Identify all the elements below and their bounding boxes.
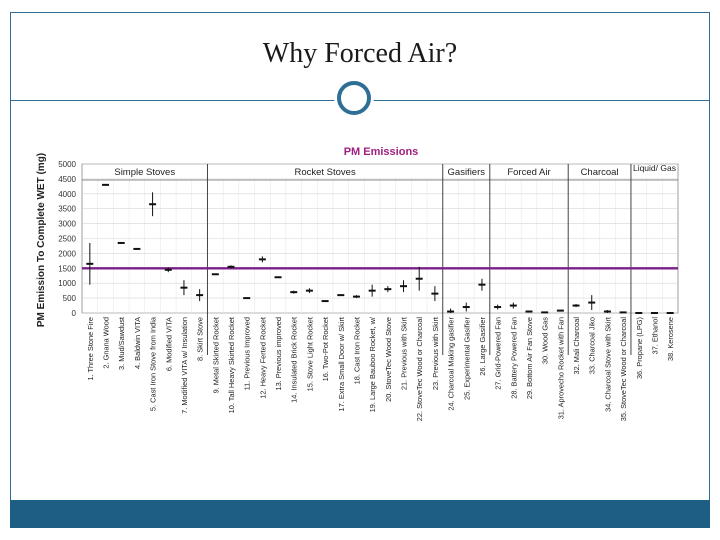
x-tick-label: 28. Battery Powered Fan — [509, 317, 518, 399]
x-tick-label: 2. Gnana Wood — [102, 317, 111, 369]
pm-emissions-chart: PM Emissions PM Emission To Complete WET… — [36, 146, 679, 422]
x-tick-label: 36. Propane (LPG) — [635, 317, 644, 379]
y-tick-label: 1000 — [58, 279, 76, 288]
x-tick-label: 29. Bottom Air Fan Stove — [525, 317, 534, 399]
x-tick-label: 23. Previous with Skirt — [431, 317, 440, 390]
x-tick-label: 32. Mali Charcoal — [572, 317, 581, 375]
x-tick-label: 27. Grid-Powered Fan — [494, 317, 503, 390]
y-tick-label: 2000 — [58, 249, 76, 258]
x-tick-label: 12. Heavy Ferted Rocket — [258, 317, 267, 399]
x-tick-label: 6. Modified VITA — [164, 317, 173, 371]
x-tick-label: 33. Charcoal Jiko — [588, 317, 597, 374]
x-tick-label: 19. Large Bauboo Rocket, w/ — [368, 316, 377, 412]
x-tick-label: 38. Kerosene — [666, 317, 675, 361]
x-tick-label: 21. Previous with Skirt — [400, 317, 409, 390]
x-tick-label: 8. Skirt Stove — [196, 317, 205, 361]
y-tick-label: 4000 — [58, 190, 76, 199]
x-tick-label: 17. Extra Small Door w/ Skirt — [337, 317, 346, 411]
x-tick-label: 7. Modified VITA w/ Insulation — [180, 317, 189, 414]
y-tick-label: 3000 — [58, 220, 76, 229]
group-label: Simple Stoves — [114, 167, 175, 178]
y-tick-label: 1500 — [58, 264, 76, 273]
y-tick-label: 500 — [63, 294, 77, 303]
x-tick-label: 16. Two-Pot Rocket — [321, 317, 330, 381]
y-tick-label: 4500 — [58, 175, 76, 184]
slide-title: Why Forced Air? — [262, 38, 458, 69]
x-tick-label: 31. Aprovecho Rocket with Fan — [556, 317, 565, 419]
x-tick-label: 9. Metal Skirted Rocket — [211, 317, 220, 393]
x-tick-label: 26. Large Gasifier — [478, 316, 487, 375]
x-tick-label: 20. StoveTec Wood Stove — [384, 317, 393, 402]
x-tick-label: 11. Previous Improved — [243, 317, 252, 390]
group-label: Gasifiers — [448, 167, 486, 178]
ring-ornament-icon — [337, 81, 371, 115]
x-tick-label: 5. Cast Iron Stove from India — [149, 316, 158, 411]
x-tick-label: 37. Ethanol — [650, 317, 659, 355]
x-tick-label: 24. Charcoal Making gasifier — [447, 316, 456, 410]
x-tick-label: 1. Three Stone Fire — [86, 317, 95, 381]
y-tick-label: 2500 — [58, 235, 76, 244]
y-tick-label: 5000 — [58, 160, 76, 169]
x-tick-label: 3. Mud/Sawdust — [117, 317, 126, 370]
x-tick-label: 18. Cast Iron Rocket — [352, 317, 361, 384]
y-tick-label: 0 — [72, 309, 77, 318]
x-tick-label: 34. Charcoal Stove with Skirt — [603, 317, 612, 412]
group-label: Forced Air — [507, 167, 550, 178]
x-tick-label: 30. Wood Gas — [541, 317, 550, 364]
footer-bar — [10, 500, 710, 528]
y-tick-label: 3500 — [58, 205, 76, 214]
x-tick-label: 4. Baldwin VITA — [133, 317, 142, 369]
x-tick-label: 25. Experimental Gasifier — [462, 316, 471, 400]
x-tick-label: 10. Tall Heavy Skirted Rocket — [227, 317, 236, 413]
x-tick-label: 15. Stove Light Rocket — [305, 317, 314, 391]
x-tick-label: 35. StoveTec Wood or Charcoal — [619, 317, 628, 422]
group-label: Liquid/ Gas — [633, 163, 676, 173]
group-label: Charcoal — [581, 167, 619, 178]
group-label: Rocket Stoves — [294, 167, 355, 178]
x-tick-label: 14. Insulated Brick Rocket — [290, 317, 299, 403]
x-tick-label: 22. StoveTec Wood or Charcoal — [415, 317, 424, 422]
x-tick-label: 13. Previous improved — [274, 317, 283, 391]
y-axis-label: PM Emission To Complete WET (mg) — [36, 153, 47, 327]
chart-title: PM Emissions — [344, 146, 419, 158]
